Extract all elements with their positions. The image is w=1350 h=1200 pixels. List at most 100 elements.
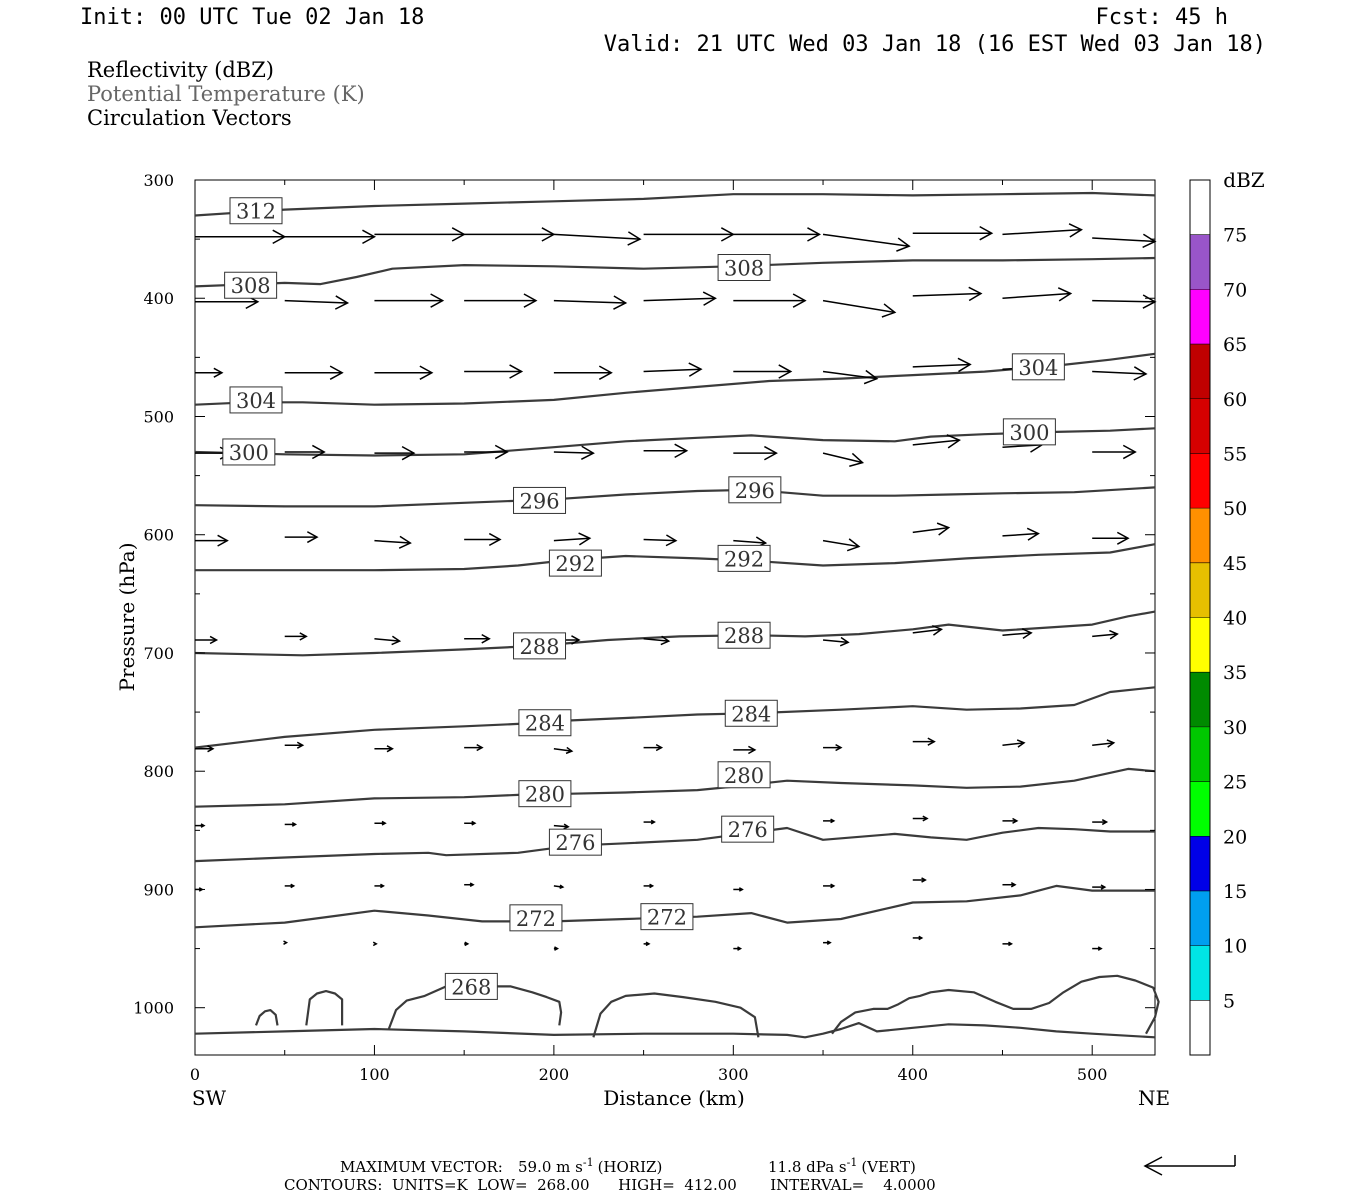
colorbar-level-label: 30 [1223,717,1247,739]
colorbar-level-label: 25 [1223,772,1247,794]
colorbar-level-label: 35 [1223,662,1247,684]
circulation-vector [553,295,628,310]
colorbar-cell [1190,234,1210,290]
circulation-vector [464,444,509,460]
init-time-text: Init: 00 UTC Tue 02 Jan 18 [80,5,424,30]
circulation-vector [195,367,224,378]
circulation-vector [284,365,344,380]
colorbar-level-label: 40 [1223,608,1247,630]
circulation-vector [912,225,994,241]
circulation-vector [374,445,416,461]
circulation-vector [912,815,929,822]
contour-label-box [728,476,782,504]
colorbar-cell [1190,945,1210,1001]
circulation-vector [1092,444,1137,460]
circulation-vector [374,745,394,753]
circulation-vector [464,941,470,947]
contour-label-box [518,709,572,737]
x-tick-label: 500 [1077,1065,1108,1084]
contour-label: 292 [724,547,764,571]
circulation-vector [553,946,560,951]
circulation-vector [464,743,484,752]
circulation-vector [733,293,807,308]
colorbar-level-label: 55 [1223,443,1247,465]
circulation-vector [823,883,836,889]
x-axis-label: Distance (km) [603,1086,745,1110]
circulation-vector [912,522,951,536]
contour-label-box [518,780,572,808]
field-label-reflectivity: Reflectivity (dBZ) [87,58,274,82]
theta-contour-line [194,191,1156,217]
colorbar-level-label: 75 [1223,225,1247,247]
circulation-vector [822,233,911,252]
circulation-vector [464,633,491,644]
contour-label-box [509,904,563,932]
circulation-vector [374,635,402,646]
x-axis-end-right: NE [1138,1086,1170,1110]
contour-label-box [717,544,771,572]
theta-contour-line [592,992,760,1038]
circulation-vector [912,286,983,302]
circulation-vector [553,365,613,380]
field-label-circulation-vectors: Circulation Vectors [87,106,292,130]
colorbar-level-label: 10 [1223,936,1247,958]
circulation-vector [643,443,689,459]
circulation-vector [1092,884,1107,890]
circulation-vector [374,365,434,380]
circulation-vector [464,293,538,308]
colorbar-level-label: 70 [1223,279,1247,301]
circulation-vector [912,877,927,883]
contour-label-box [229,197,283,225]
max-vector-vert-exponent: -1 [847,1156,858,1169]
circulation-vector [553,445,595,460]
circulation-vector [1002,881,1017,888]
x-tick-label: 200 [539,1065,570,1084]
circulation-vector [553,231,642,246]
contour-labels: 312 308 308 304 304 300 300 296 296 292 292 288 288 2… [222,197,1065,1000]
theta-contour-line [831,974,1160,1035]
contour-label: 296 [519,489,559,513]
contour-label-box [724,699,778,727]
contour-label-box [721,815,775,843]
circulation-vector [823,818,836,824]
circulation-vector [733,745,757,755]
contour-label: 288 [724,624,764,648]
circulation-vector [823,940,832,945]
circulation-vector [1092,294,1157,309]
contour-label-box [717,254,771,281]
circulation-vector [733,887,744,892]
colorbar-cell [1190,890,1210,946]
circulation-vector [912,935,924,941]
contour-label-box [1011,353,1065,381]
circulation-vector [195,823,206,828]
theta-contour-line [194,256,1156,288]
circulation-vector [553,746,574,755]
axis-ticks: 0 100 200 300 400 500 300 400 500 600 700 800 900 100… [133,171,1155,1084]
max-vector-horiz-value: 59.0 m s [518,1158,583,1176]
contour-label-box [444,972,498,1000]
y-tick-label: 900 [143,880,174,899]
colorbar-cell [1190,180,1210,235]
colorbar-cell [1190,398,1210,454]
theta-contour-line [194,486,1156,508]
forecast-hour-text: Fcst: 45 h [1096,5,1228,30]
circulation-vector [284,444,326,460]
circulation-vector [283,940,289,945]
circulation-vector [733,364,793,379]
contour-label: 284 [731,702,771,726]
circulation-vector [553,823,570,830]
contour-label-box [548,828,602,856]
circulation-vectors [195,223,1157,951]
contour-label-box [224,271,278,299]
colorbar-cell [1190,726,1210,782]
contour-label: 300 [1009,421,1049,445]
circulation-vector [284,229,376,245]
circulation-vector [1002,817,1019,824]
contour-label-box [513,632,567,660]
contour-label: 280 [724,764,764,788]
theta-contour-line [194,1022,1156,1039]
y-tick-label: 1000 [133,999,174,1018]
colorbar-level-label: 15 [1223,881,1247,903]
y-axis-label: Pressure (hPa) [115,543,139,692]
colorbar-cell [1190,836,1210,891]
